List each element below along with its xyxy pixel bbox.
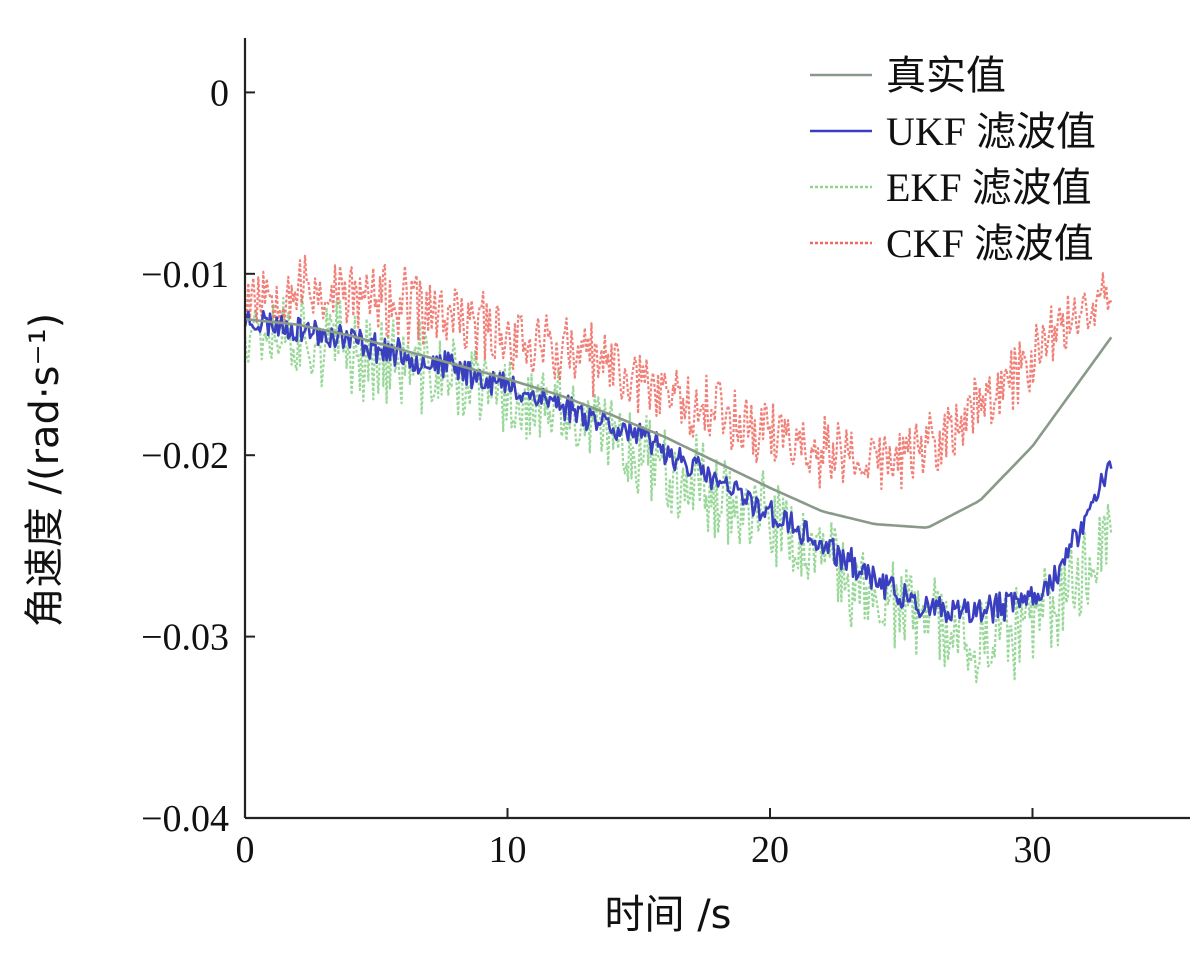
y-tick-label: −0.03 — [141, 617, 229, 659]
x-ticks: 0 10 20 30 — [236, 808, 1052, 871]
legend: 真实值 UKF 滤波值 EKF 滤波值 CKF 滤波值 — [810, 53, 1096, 266]
y-tick-label: 0 — [210, 72, 229, 114]
series-line-true-value — [244, 317, 1113, 529]
y-tick-label: −0.01 — [141, 254, 229, 296]
y-axis-title: 角速度 /(rad·s⁻¹) — [22, 313, 68, 627]
series-line-ekf — [243, 295, 1113, 684]
x-tick-label: 0 — [236, 829, 255, 871]
x-tick-label: 30 — [1014, 829, 1052, 871]
y-tick-label: −0.04 — [141, 798, 229, 840]
legend-label: EKF 滤波值 — [886, 165, 1092, 210]
legend-label: CKF 滤波值 — [886, 221, 1094, 266]
legend-label: UKF 滤波值 — [886, 109, 1096, 154]
series-line-ckf — [244, 254, 1113, 491]
x-tick-label: 20 — [751, 829, 789, 871]
y-ticks: 0 −0.01 −0.02 −0.03 −0.04 — [141, 72, 255, 840]
x-axis-title: 时间 /s — [604, 892, 731, 938]
y-tick-label: −0.02 — [141, 435, 229, 477]
series-layer — [243, 254, 1113, 684]
legend-label: 真实值 — [886, 53, 1006, 98]
series-line-ukf — [243, 310, 1113, 624]
x-tick-label: 10 — [489, 829, 527, 871]
